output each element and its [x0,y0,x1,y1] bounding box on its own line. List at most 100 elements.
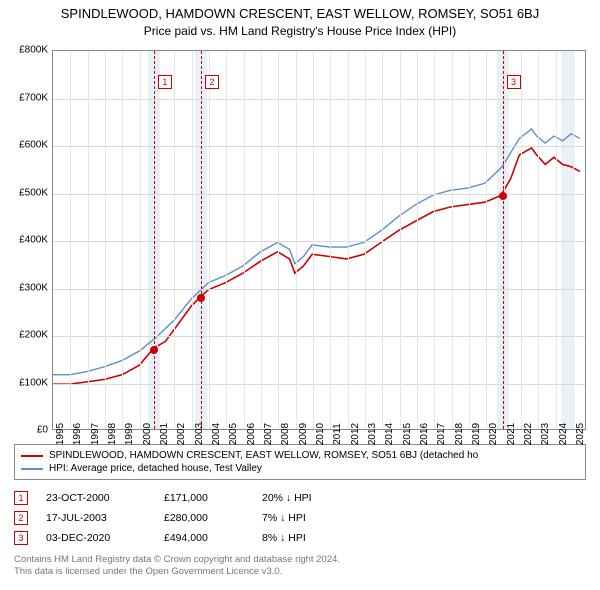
gridline-v [122,51,123,429]
gridline-v [486,51,487,429]
sale-row-marker: 2 [14,511,28,525]
x-axis-label: 2010 [315,423,326,445]
gridline-v [70,51,71,429]
gridline-v [174,51,175,429]
sale-row-price: £171,000 [164,492,244,504]
legend-label-property: SPINDLEWOOD, HAMDOWN CRESCENT, EAST WELL… [49,450,478,461]
x-axis-label: 2009 [298,423,309,445]
legend-label-hpi: HPI: Average price, detached house, Test… [49,463,262,474]
sale-dot [197,294,205,302]
gridline-v [244,51,245,429]
attribution-text: Contains HM Land Registry data © Crown c… [14,554,586,579]
chart-lines-svg [53,51,585,429]
x-axis-label: 2019 [471,423,482,445]
sale-dot [150,346,158,354]
x-axis-label: 2011 [332,423,343,445]
gridline-v [365,51,366,429]
gridline-v [400,51,401,429]
y-axis-label: £700K [19,92,48,103]
x-axis-label: 1999 [124,423,135,445]
x-axis-label: 1998 [107,423,118,445]
sale-row-diff: 7% ↓ HPI [262,512,362,524]
sale-marker-line [154,51,155,429]
chart-subtitle: Price paid vs. HM Land Registry's House … [0,21,600,38]
x-axis-label: 1995 [55,423,66,445]
sale-row-marker: 3 [14,531,28,545]
sale-row-diff: 20% ↓ HPI [262,492,362,504]
gridline-v [261,51,262,429]
y-axis-label: £300K [19,282,48,293]
x-axis-label: 2006 [246,423,257,445]
y-axis-label: £800K [19,45,48,56]
y-axis-label: £0 [37,425,48,436]
sales-table: 1 23-OCT-2000 £171,000 20% ↓ HPI 2 17-JUL-200… [14,488,586,548]
gridline-v [504,51,505,429]
sale-marker-box: 1 [158,75,172,89]
x-axis-label: 2000 [142,423,153,445]
y-axis-label: £500K [19,187,48,198]
sale-marker-line [201,51,202,429]
gridline-v [88,51,89,429]
legend-row-property: SPINDLEWOOD, HAMDOWN CRESCENT, EAST WELL… [21,449,579,462]
x-axis-label: 2018 [454,423,465,445]
x-axis-label: 2022 [523,423,534,445]
y-axis-label: £600K [19,140,48,151]
gridline-v [556,51,557,429]
gridline-v [157,51,158,429]
chart-title: SPINDLEWOOD, HAMDOWN CRESCENT, EAST WELL… [0,0,600,21]
gridline-v [521,51,522,429]
sale-row-date: 17-JUL-2003 [46,512,146,524]
gridline-v [417,51,418,429]
x-axis-label: 2005 [228,423,239,445]
x-axis-label: 2016 [419,423,430,445]
x-axis-label: 2001 [159,423,170,445]
gridline-h [53,146,585,147]
gridline-v [105,51,106,429]
gridline-v [278,51,279,429]
sale-row-date: 23-OCT-2000 [46,492,146,504]
sale-row-marker: 1 [14,491,28,505]
y-axis-label: £400K [19,235,48,246]
x-axis-label: 2015 [402,423,413,445]
sale-row-diff: 8% ↓ HPI [262,532,362,544]
x-axis-label: 2004 [211,423,222,445]
x-axis-label: 2021 [506,423,517,445]
attribution-line1: Contains HM Land Registry data © Crown c… [14,554,586,566]
x-axis-label: 1997 [90,423,101,445]
legend-swatch-property [21,455,43,457]
gridline-v [382,51,383,429]
sale-marker-line [503,51,504,429]
gridline-h [53,241,585,242]
x-axis-label: 2008 [280,423,291,445]
gridline-h [53,384,585,385]
sale-row: 1 23-OCT-2000 £171,000 20% ↓ HPI [14,488,586,508]
gridline-v [573,51,574,429]
x-axis-label: 2014 [384,423,395,445]
x-axis-label: 1996 [72,423,83,445]
gridline-h [53,99,585,100]
x-axis-label: 2013 [367,423,378,445]
sale-dot [499,192,507,200]
x-axis-label: 2025 [575,423,586,445]
x-axis-label: 2002 [176,423,187,445]
gridline-v [469,51,470,429]
sale-row-date: 03-DEC-2020 [46,532,146,544]
x-axis-label: 2023 [540,423,551,445]
y-axis-label: £100K [19,377,48,388]
gridline-v [296,51,297,429]
x-axis-label: 2017 [436,423,447,445]
x-axis-label: 2024 [558,423,569,445]
gridline-v [313,51,314,429]
chart-plot-area: 1 2 3 [52,50,586,430]
series-line-hpi [53,129,580,375]
attribution-line2: This data is licensed under the Open Gov… [14,566,586,578]
sale-row: 217-JUL-2003£280,0007% ↓ HPI [14,508,586,528]
sale-marker-box: 2 [205,75,219,89]
legend-swatch-hpi [21,468,43,470]
sale-marker-box: 3 [507,75,521,89]
legend-row-hpi: HPI: Average price, detached house, Test… [21,462,579,475]
sale-row-price: £494,000 [164,532,244,544]
gridline-v [538,51,539,429]
gridline-h [53,289,585,290]
x-axis-label: 2020 [488,423,499,445]
